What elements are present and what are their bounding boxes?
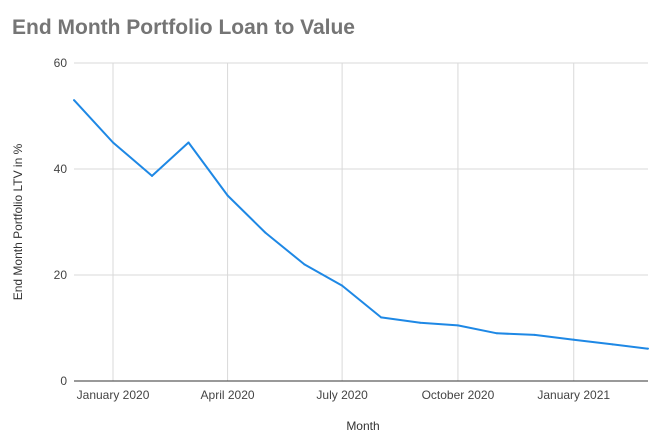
data-point [647,347,649,350]
data-point [73,99,75,102]
data-point [112,141,115,144]
x-tick-label: January 2021 [537,388,610,402]
series-line [73,99,649,350]
x-tick-labels: January 2020 April 2020 July 2020 October 2… [77,388,611,402]
data-point [419,321,422,324]
y-gridlines [74,62,648,276]
data-point [303,263,306,266]
data-point [187,141,190,144]
y-tick-label: 40 [54,162,68,176]
x-axis-title: Month [346,419,379,433]
x-tick-label: July 2020 [316,388,368,402]
data-point [151,174,154,177]
data-point [341,284,344,287]
data-point [611,343,614,346]
data-point [456,324,459,327]
x-gridlines [112,63,575,381]
data-point [495,332,498,335]
series-layer [73,99,649,350]
data-point [264,231,267,234]
y-tick-labels: 0 20 40 60 [54,56,68,388]
y-tick-label: 60 [54,56,68,70]
x-tick-label: April 2020 [201,388,255,402]
y-tick-label: 0 [60,374,67,388]
y-tick-label: 20 [54,268,68,282]
data-point [226,194,229,197]
data-point [572,338,575,341]
data-point [533,333,536,336]
x-tick-label: January 2020 [77,388,150,402]
data-point [380,316,383,319]
x-tick-label: October 2020 [422,388,495,402]
chart-title: End Month Portfolio Loan to Value [12,16,355,39]
y-axis-title: End Month Portfolio LTV in % [11,143,25,300]
